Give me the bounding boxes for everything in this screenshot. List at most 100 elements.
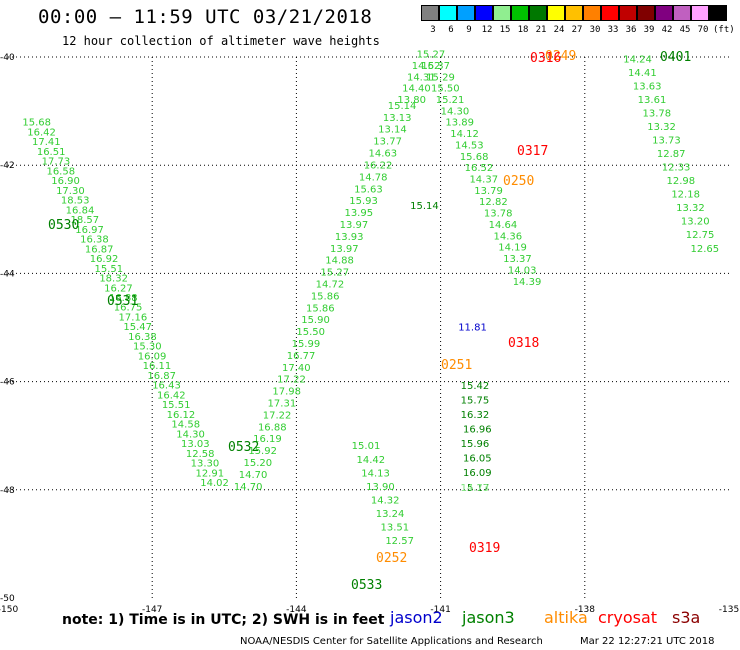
swh-value: 13.20 <box>681 217 710 228</box>
swh-value: 17.73 <box>42 157 71 168</box>
swh-value: 15.68 <box>460 152 489 163</box>
swh-value: 14.19 <box>498 243 527 254</box>
swh-value: 17.31 <box>268 398 297 409</box>
pass-label: 0531 <box>107 294 138 309</box>
swh-value: 13.03 <box>181 439 210 450</box>
legend-label: 15 <box>499 25 511 35</box>
pass-label: 0252 <box>376 551 407 566</box>
swh-value: 13.93 <box>335 232 364 243</box>
swh-value-highlight: 16.32 <box>461 410 490 421</box>
pass-label: 0532 <box>228 440 259 455</box>
swh-value: 12.75 <box>686 230 715 241</box>
swh-value: 13.30 <box>191 459 220 470</box>
swh-value: 14.02 <box>200 478 229 489</box>
swh-value: 14.70 <box>239 470 268 481</box>
legend-swatch <box>619 5 637 21</box>
swh-value: 14.12 <box>450 129 479 140</box>
swh-value: 17.22 <box>263 410 292 421</box>
legend-unit: (ft) <box>713 25 735 35</box>
swh-value: 15.92 <box>248 446 277 457</box>
swh-value: 14.78 <box>359 172 388 183</box>
swh-value-highlight: 15.14 <box>410 201 439 212</box>
swh-value: 13.37 <box>503 254 532 265</box>
swh-value-highlight: 15.42 <box>461 381 490 392</box>
swh-value: 14.41 <box>628 68 657 79</box>
swh-value: 14.70 <box>234 482 263 493</box>
legend-label: 39 <box>643 25 655 35</box>
pass-label: 0249 <box>545 49 576 64</box>
swh-value-highlight: 14.73 <box>461 483 490 494</box>
swh-value: 16.52 <box>465 163 494 174</box>
swh-value: 16.11 <box>143 361 172 372</box>
swh-value: 13.95 <box>344 208 373 219</box>
legend-swatch <box>601 5 619 21</box>
swh-value: 14.30 <box>176 429 205 440</box>
swh-value: 15.86 <box>311 291 340 302</box>
swh-value: 15.37 <box>421 61 450 72</box>
swh-value: 13.97 <box>340 220 369 231</box>
swh-value: 13.73 <box>652 136 681 147</box>
swh-value: 16.92 <box>90 254 119 265</box>
satellite-cryosat: cryosat <box>598 608 658 627</box>
legend-label: 21 <box>535 25 547 35</box>
legend-label: 3 <box>430 25 436 35</box>
swh-value: 16.97 <box>75 225 104 236</box>
pass-label: 0401 <box>660 50 691 65</box>
swh-value: 15.14 <box>388 101 417 112</box>
legend-swatch <box>493 5 511 21</box>
swh-value-highlight: 15.75 <box>461 396 490 407</box>
swh-value: 12.58 <box>186 449 215 460</box>
legend-label: 36 <box>625 25 637 35</box>
swh-value: 15.50 <box>296 327 325 338</box>
swh-value: 12.98 <box>667 176 696 187</box>
satellite-s3a: s3a <box>672 608 701 627</box>
swh-value: 13.78 <box>642 109 671 120</box>
swh-value: 15.63 <box>354 184 383 195</box>
swh-value: 14.31 <box>407 72 436 83</box>
swh-value: 17.16 <box>119 312 148 323</box>
swh-value: 16.77 <box>287 351 316 362</box>
legend-swatch <box>565 5 583 21</box>
swh-value: 13.51 <box>381 522 410 533</box>
swh-value: 15.01 <box>352 441 381 452</box>
swh-value: 12.33 <box>662 163 691 174</box>
swh-value: 16.90 <box>51 176 80 187</box>
swh-value: 16.27 <box>104 283 133 294</box>
swh-value: 14.88 <box>325 256 354 267</box>
swh-value: 17.41 <box>32 137 61 148</box>
lon-tick-label: -135 <box>719 605 739 615</box>
swh-value: 15.68 <box>22 118 51 129</box>
swh-value: 16.75 <box>114 303 143 314</box>
swh-value: 15.27 <box>417 50 446 61</box>
swh-value: 15.20 <box>244 458 273 469</box>
swh-value: 16.38 <box>80 235 109 246</box>
swh-value: 16.19 <box>253 434 282 445</box>
swh-value: 14.37 <box>469 175 498 186</box>
legend-label: 30 <box>589 25 601 35</box>
swh-value: 16.88 <box>109 293 138 304</box>
swh-value: 15.30 <box>133 342 162 353</box>
swh-value: 18.53 <box>61 196 90 207</box>
swh-value: 14.64 <box>489 220 518 231</box>
swh-value: 13.32 <box>647 122 676 133</box>
pass-label: 0533 <box>351 578 382 593</box>
map-title: 00:00 – 11:59 UTC 03/21/2018 <box>38 6 373 28</box>
swh-value: 13.61 <box>638 95 667 106</box>
swh-value-highlight: 15.96 <box>461 439 490 450</box>
credit-text: NOAA/NESDIS Center for Satellite Applica… <box>240 636 543 647</box>
legend-label: 6 <box>448 25 454 35</box>
swh-value: 13.13 <box>383 113 412 124</box>
satellite-jason3: jason3 <box>462 608 515 627</box>
swh-value: 16.12 <box>167 410 196 421</box>
swh-value: 16.42 <box>27 127 56 138</box>
swh-value: 14.58 <box>171 420 200 431</box>
swh-value: 13.79 <box>474 186 503 197</box>
swh-value: 13.89 <box>445 118 474 129</box>
lon-tick-label: -147 <box>142 605 162 615</box>
pass-label: 0319 <box>469 541 500 556</box>
swh-value: 15.90 <box>301 315 330 326</box>
legend-label: 27 <box>571 25 583 35</box>
legend-label: 33 <box>607 25 619 35</box>
swh-value: 18.32 <box>99 274 128 285</box>
